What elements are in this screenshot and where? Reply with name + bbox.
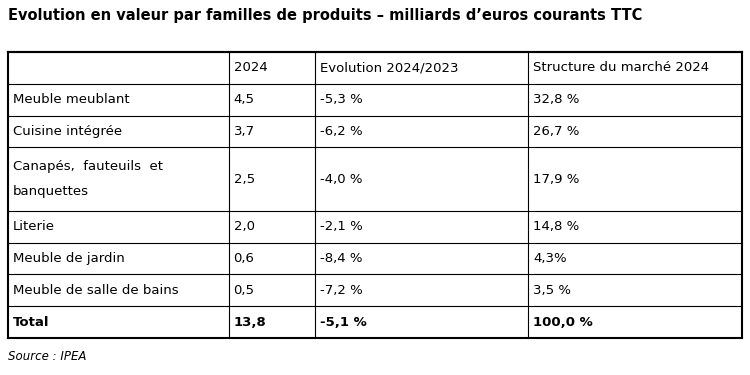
Text: 2,0: 2,0: [233, 220, 254, 233]
Text: Evolution 2024/2023: Evolution 2024/2023: [320, 62, 458, 74]
Text: Cuisine intégrée: Cuisine intégrée: [13, 125, 122, 138]
Text: 3,7: 3,7: [233, 125, 255, 138]
Text: Meuble meublant: Meuble meublant: [13, 93, 130, 106]
Text: -2,1 %: -2,1 %: [320, 220, 362, 233]
Text: 0,5: 0,5: [233, 284, 254, 297]
Text: 4,5: 4,5: [233, 93, 254, 106]
Text: 13,8: 13,8: [233, 316, 266, 328]
Text: Meuble de salle de bains: Meuble de salle de bains: [13, 284, 178, 297]
Text: -6,2 %: -6,2 %: [320, 125, 362, 138]
Text: Canapés,  fauteuils  et: Canapés, fauteuils et: [13, 160, 163, 173]
Text: 32,8 %: 32,8 %: [533, 93, 580, 106]
Text: Literie: Literie: [13, 220, 55, 233]
Text: 4,3%: 4,3%: [533, 252, 567, 265]
Text: Meuble de jardin: Meuble de jardin: [13, 252, 125, 265]
Text: 26,7 %: 26,7 %: [533, 125, 580, 138]
Text: -7,2 %: -7,2 %: [320, 284, 362, 297]
Text: 0,6: 0,6: [233, 252, 254, 265]
Text: -4,0 %: -4,0 %: [320, 172, 362, 186]
Text: -5,1 %: -5,1 %: [320, 316, 367, 328]
Text: 2,5: 2,5: [233, 172, 255, 186]
Text: Evolution en valeur par familles de produits – milliards d’euros courants TTC: Evolution en valeur par familles de prod…: [8, 8, 642, 23]
Text: 2024: 2024: [233, 62, 267, 74]
Text: Source : IPEA: Source : IPEA: [8, 350, 86, 363]
Text: 17,9 %: 17,9 %: [533, 172, 580, 186]
Text: banquettes: banquettes: [13, 185, 89, 198]
Text: 14,8 %: 14,8 %: [533, 220, 580, 233]
Text: 100,0 %: 100,0 %: [533, 316, 593, 328]
Text: 3,5 %: 3,5 %: [533, 284, 572, 297]
Text: -5,3 %: -5,3 %: [320, 93, 362, 106]
Text: -8,4 %: -8,4 %: [320, 252, 362, 265]
Text: Structure du marché 2024: Structure du marché 2024: [533, 62, 710, 74]
Text: Total: Total: [13, 316, 50, 328]
